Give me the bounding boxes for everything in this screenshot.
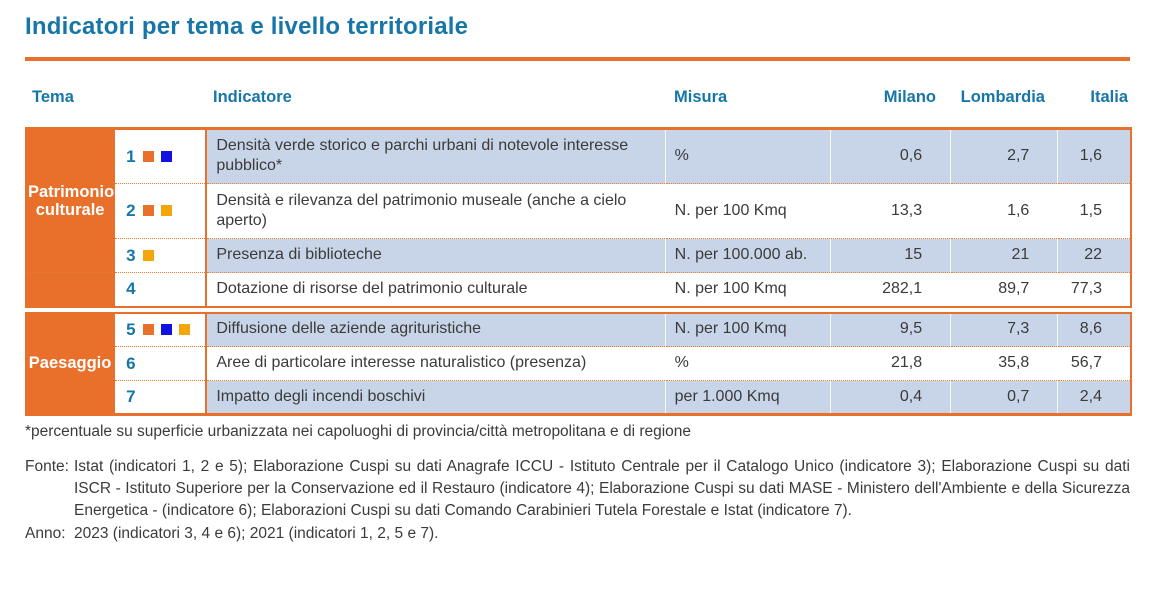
yellow-square-icon: [160, 205, 172, 217]
indicator-table: Patrimonio culturale 1 Densità verde sto…: [25, 127, 1132, 416]
value-milano-cell: 0,4: [829, 380, 951, 415]
value-milano-cell: 13,3: [829, 183, 951, 239]
indicator-cell: Dotazione di risorse del patrimonio cult…: [206, 272, 666, 307]
table-row: 3 Presenza di biblioteche N. per 100.000…: [26, 238, 1131, 273]
value-italia-cell: 56,7: [1057, 346, 1131, 381]
value-milano-cell: 21,8: [829, 346, 951, 381]
value-milano-cell: 9,5: [829, 312, 951, 347]
theme-cell-empty: [26, 272, 116, 307]
anno-text: 2023 (indicatori 3, 4 e 6); 2021 (indica…: [74, 525, 439, 542]
value-italia-cell: 77,3: [1057, 272, 1131, 307]
indicator-number-cell: 4: [114, 272, 208, 307]
title-rule: [25, 57, 1130, 61]
anno-row: Anno: 2023 (indicatori 3, 4 e 6); 2021 (…: [25, 523, 1130, 545]
indicator-number-cell: 6: [114, 346, 208, 381]
measure-cell: N. per 100 Kmq: [664, 312, 831, 347]
measure-cell: N. per 100.000 ab.: [664, 238, 831, 273]
fonte-text: Istat (indicatori 1, 2 e 5); Elaborazion…: [74, 458, 1130, 519]
measure-cell: N. per 100 Kmq: [664, 183, 831, 239]
value-italia-cell: 2,4: [1057, 380, 1131, 415]
orange-square-icon: [142, 324, 154, 336]
table-header-row: Tema Indicatore Misura Milano Lombardia …: [25, 88, 1130, 107]
indicator-cell: Impatto degli incendi boschivi: [206, 380, 666, 415]
yellow-square-icon: [178, 324, 190, 336]
orange-square-icon: [142, 205, 154, 217]
table-row: 6 Aree di particolare interesse naturali…: [26, 346, 1131, 381]
value-lombardia-cell: 1,6: [950, 183, 1058, 239]
measure-cell: %: [664, 128, 831, 184]
source-notes: Fonte: Istat (indicatori 1, 2 e 5); Elab…: [25, 456, 1130, 545]
theme-cell-paesaggio: Paesaggio: [26, 312, 116, 415]
indicator-markers: [136, 247, 154, 265]
value-milano-cell: 15: [829, 238, 951, 273]
value-lombardia-cell: 7,3: [950, 312, 1058, 347]
value-italia-cell: 8,6: [1057, 312, 1131, 347]
indicator-markers: [136, 148, 172, 166]
value-italia-cell: 22: [1057, 238, 1131, 273]
col-header-lombardia: Lombardia: [960, 88, 1045, 106]
col-header-misura: Misura: [674, 88, 728, 106]
indicator-cell: Densità e rilevanza del patrimonio musea…: [206, 183, 666, 239]
group-patrimonio-culturale: Patrimonio culturale 1 Densità verde sto…: [25, 127, 1132, 308]
col-header-indicatore: Indicatore: [213, 88, 292, 106]
measure-cell: per 1.000 Kmq: [664, 380, 831, 415]
table-row: 2 Densità e rilevanza del patrimonio mus…: [26, 183, 1131, 239]
yellow-square-icon: [142, 249, 154, 261]
indicator-number: 6: [126, 353, 136, 373]
indicator-cell: Presenza di biblioteche: [206, 238, 666, 273]
orange-square-icon: [142, 150, 154, 162]
col-header-tema: Tema: [32, 88, 74, 106]
fonte-row: Fonte: Istat (indicatori 1, 2 e 5); Elab…: [25, 456, 1130, 522]
indicator-markers: [136, 202, 172, 220]
indicator-number: 4: [126, 279, 136, 299]
table-row: 7 Impatto degli incendi boschivi per 1.0…: [26, 380, 1131, 415]
value-italia-cell: 1,6: [1057, 128, 1131, 184]
indicator-number-cell: 3: [114, 238, 208, 273]
col-header-num-spacer: [115, 88, 207, 107]
value-lombardia-cell: 2,7: [950, 128, 1058, 184]
indicator-number-cell: 5: [114, 312, 208, 347]
col-header-milano: Milano: [883, 88, 936, 106]
indicator-number: 3: [126, 245, 136, 265]
indicator-cell: Aree di particolare interesse naturalist…: [206, 346, 666, 381]
fonte-label: Fonte:: [25, 458, 69, 475]
indicator-number: 5: [126, 319, 136, 339]
measure-cell: %: [664, 346, 831, 381]
page-title: Indicatori per tema e livello territoria…: [25, 13, 469, 40]
indicator-number: 1: [126, 146, 136, 166]
indicator-cell: Densità verde storico e parchi urbani di…: [206, 128, 666, 184]
indicator-number-cell: 1: [114, 128, 208, 184]
value-lombardia-cell: 35,8: [950, 346, 1058, 381]
group-paesaggio: Paesaggio 5 Diffusione delle aziende agr…: [25, 311, 1132, 416]
table-row: Paesaggio 5 Diffusione delle aziende agr…: [26, 312, 1131, 415]
indicator-markers: [136, 321, 190, 339]
table-row: Patrimonio culturale 1 Densità verde sto…: [26, 128, 1131, 273]
table-footnote: *percentuale su superficie urbanizzata n…: [25, 423, 692, 440]
value-italia-cell: 1,5: [1057, 183, 1131, 239]
value-milano-cell: 282,1: [829, 272, 951, 307]
indicator-number: 7: [126, 387, 136, 406]
value-milano-cell: 0,6: [829, 128, 951, 184]
anno-label: Anno:: [25, 525, 66, 542]
theme-cell-patrimonio: Patrimonio culturale: [26, 128, 116, 273]
indicator-number-cell: 7: [114, 380, 208, 415]
blue-square-icon: [160, 150, 172, 162]
col-header-italia: Italia: [1090, 88, 1128, 106]
indicator-cell: Diffusione delle aziende agrituristiche: [206, 312, 666, 347]
value-lombardia-cell: 89,7: [950, 272, 1058, 307]
blue-square-icon: [160, 324, 172, 336]
value-lombardia-cell: 21: [950, 238, 1058, 273]
value-lombardia-cell: 0,7: [950, 380, 1058, 415]
table-row: 4 Dotazione di risorse del patrimonio cu…: [26, 272, 1131, 307]
indicator-number-cell: 2: [114, 183, 208, 239]
measure-cell: N. per 100 Kmq: [664, 272, 831, 307]
indicator-number: 2: [126, 201, 136, 220]
